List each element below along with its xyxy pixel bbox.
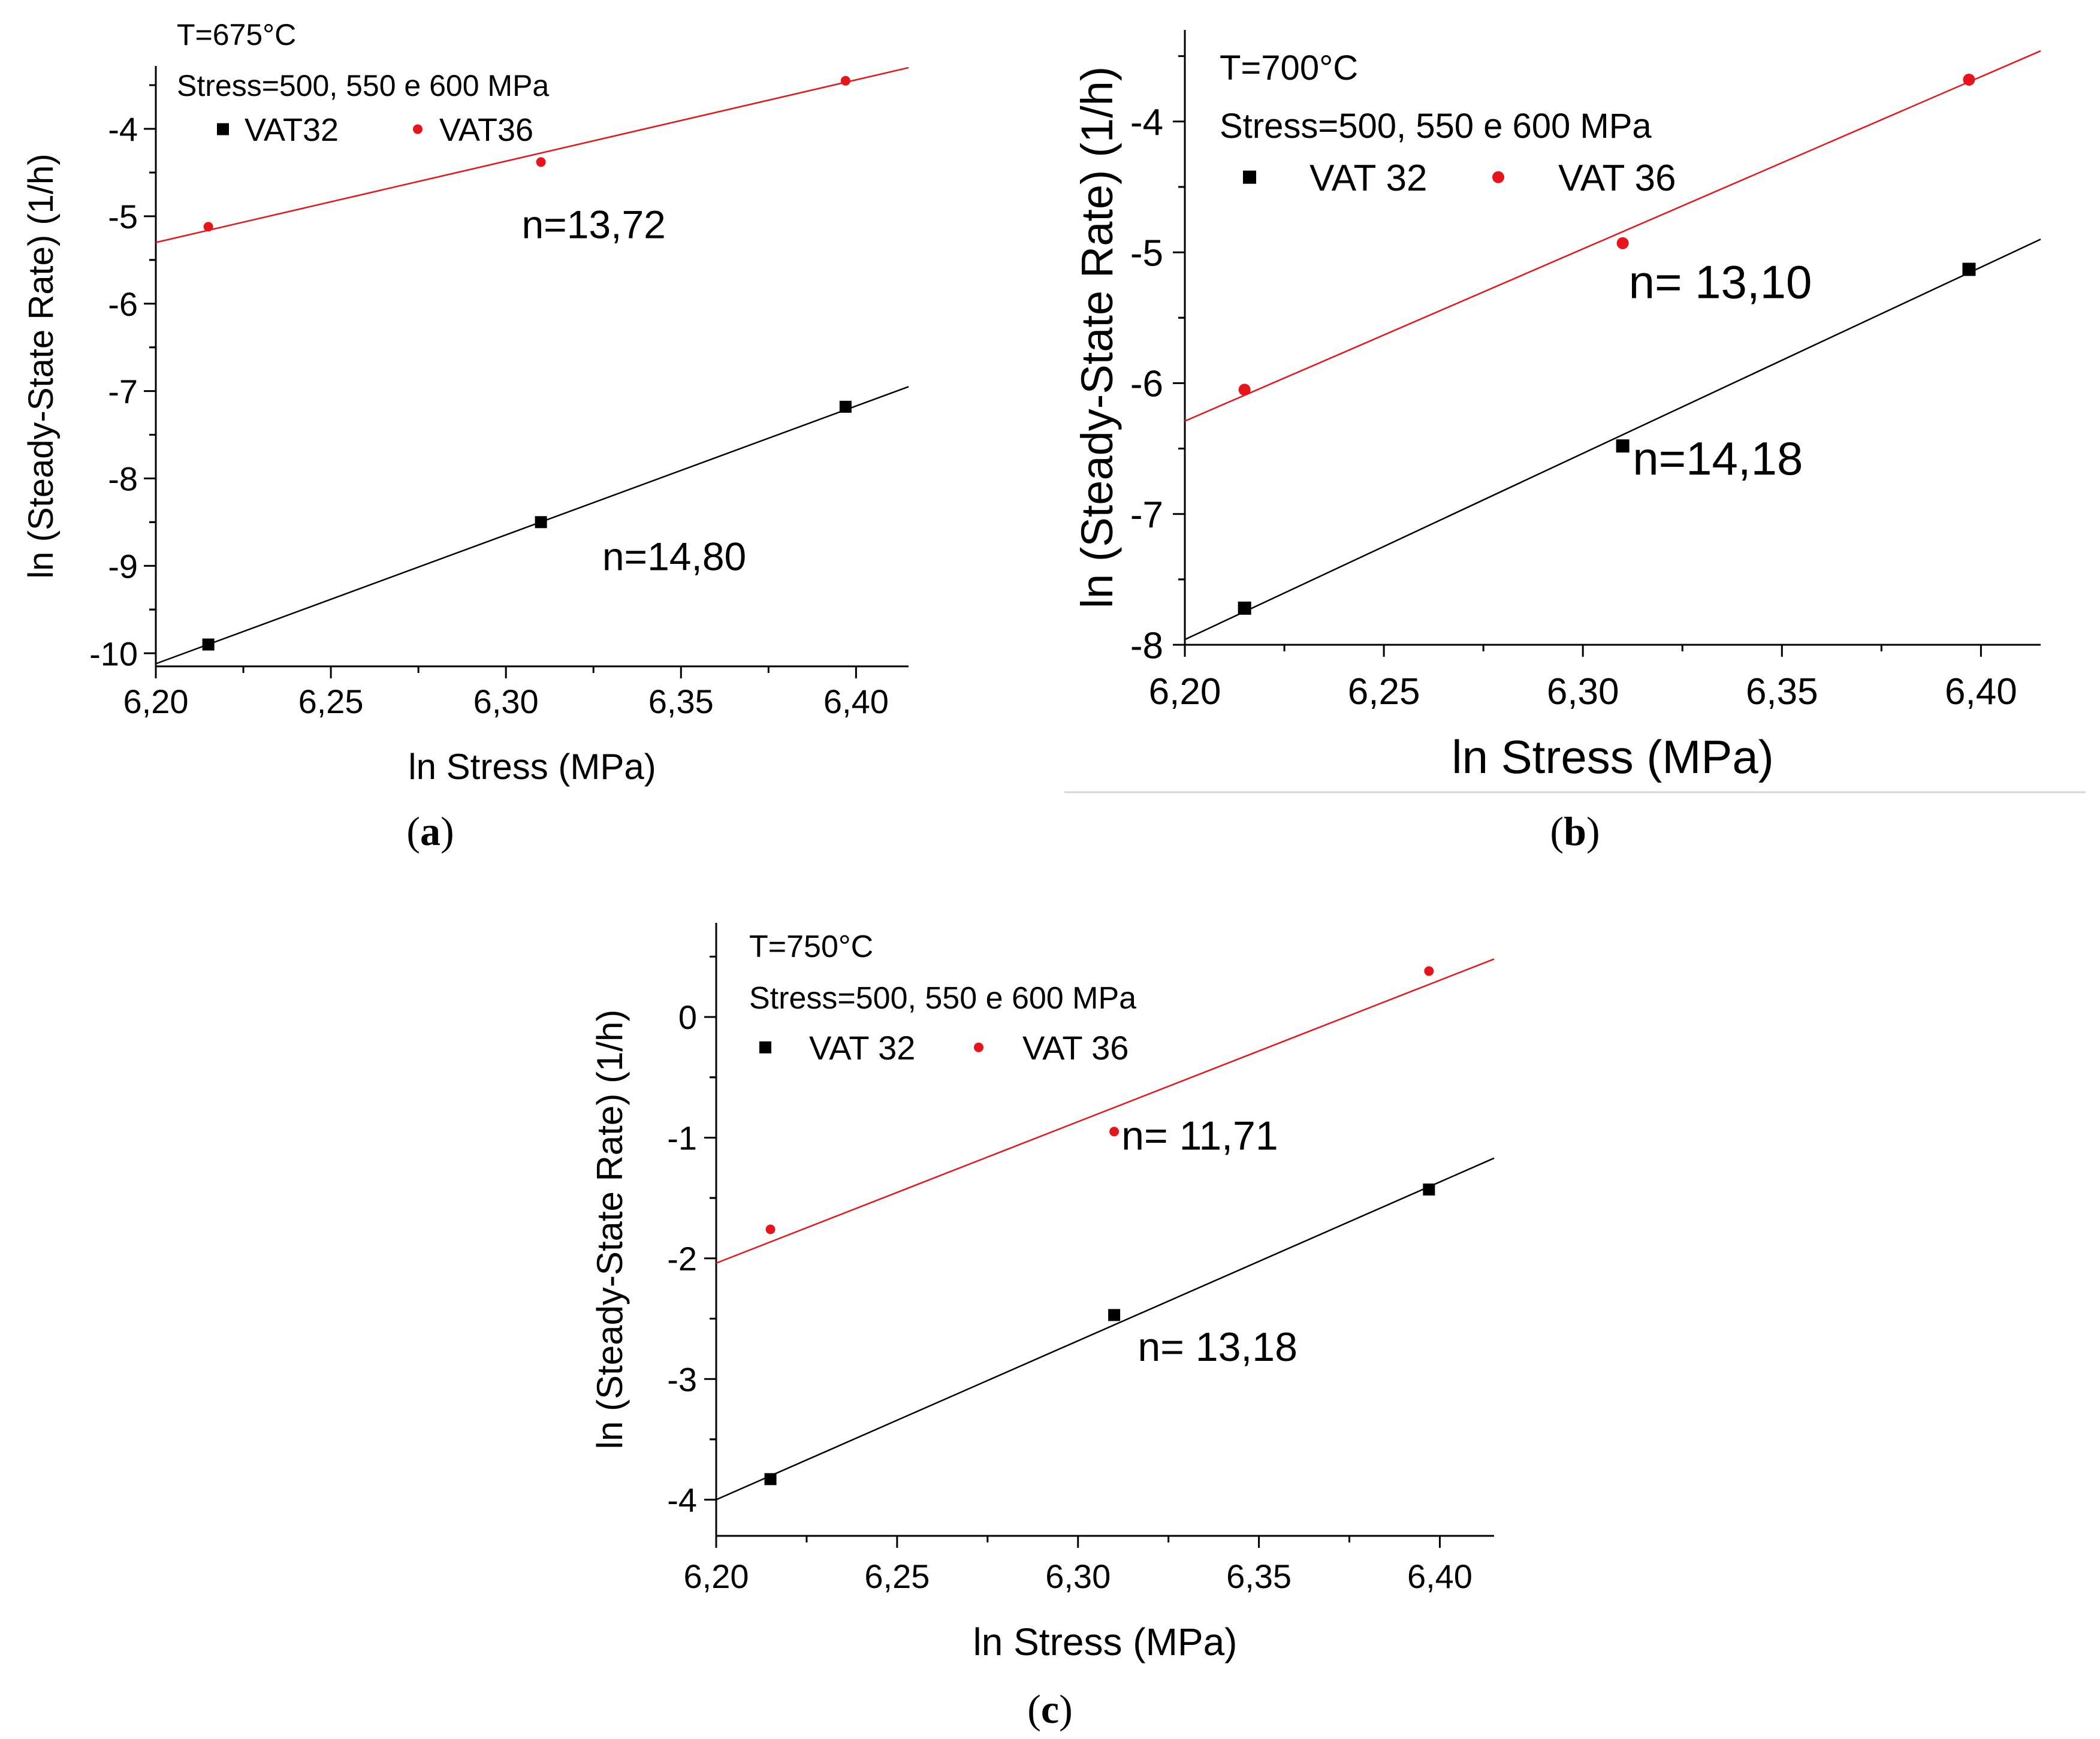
x-tick-label: 6,40 — [823, 683, 889, 720]
x-tick-label: 6,35 — [1226, 1557, 1292, 1595]
y-tick-label: -9 — [108, 547, 138, 585]
x-tick-label: 6,35 — [1746, 671, 1818, 712]
fit-line-vat32 — [155, 386, 909, 665]
legend-label: VAT 32 — [809, 1029, 915, 1067]
x-axis-label: ln Stress (MPa) — [1452, 730, 1773, 783]
data-point-circle — [1616, 237, 1629, 249]
y-tick-label: -1 — [667, 1119, 697, 1157]
data-point-circle — [765, 1224, 776, 1234]
x-tick-label: 6,20 — [123, 683, 189, 720]
data-point-circle — [1963, 73, 1975, 86]
y-tick-label: -6 — [1130, 364, 1163, 405]
caption-c: (c) — [1027, 1686, 1073, 1732]
legend-marker-square — [217, 123, 229, 135]
y-tick-label: -4 — [108, 110, 138, 148]
data-point-square — [764, 1473, 777, 1486]
slope-annotation: n=13,72 — [521, 202, 665, 246]
chart-title-line: Stress=500, 550 e 600 MPa — [1220, 107, 1652, 146]
chart-panel-a: 6,20 6,25 6,30 6,35 6,40 -10 -9 -8 -7 -6 -5 -4 ln St… — [22, 18, 909, 787]
data-point-square — [1616, 439, 1630, 453]
legend-label: VAT36 — [439, 112, 533, 148]
data-point-square — [839, 400, 852, 413]
y-axis-label: ln (Steady-State Rate) (1/h) — [1072, 67, 1122, 609]
y-axis-label: ln (Steady-State Rate) (1/h) — [22, 153, 61, 578]
legend-marker-square — [759, 1041, 771, 1053]
x-tick-label: 6,25 — [864, 1557, 930, 1595]
data-point-square — [535, 516, 547, 529]
fit-line-vat32 — [716, 1157, 1495, 1501]
chart-title-line: T=675°C — [177, 18, 296, 52]
x-tick-label: 6,30 — [1547, 671, 1619, 712]
x-tick-label: 6,35 — [648, 683, 714, 720]
caption-a: (a) — [406, 808, 454, 854]
x-tick-label: 6,25 — [298, 683, 364, 720]
data-point-square — [202, 638, 215, 651]
y-tick-label: -7 — [108, 373, 138, 410]
y-axis-label: ln (Steady-State Rate) (1/h) — [590, 1010, 630, 1450]
x-axis-label: ln Stress (MPa) — [973, 1620, 1238, 1663]
legend-label: VAT 36 — [1022, 1029, 1129, 1067]
data-point-circle — [536, 157, 546, 167]
x-tick-label: 6,30 — [1045, 1557, 1111, 1595]
data-point-circle — [203, 222, 213, 232]
data-point-circle — [1238, 384, 1251, 396]
legend-label: VAT32 — [245, 112, 339, 148]
caption-b: (b) — [1550, 808, 1600, 854]
x-tick-label: 6,20 — [1149, 671, 1221, 712]
slope-annotation: n=14,18 — [1633, 432, 1803, 485]
y-tick-label: -4 — [667, 1481, 697, 1519]
chart-panel-c: 6,20 6,25 6,30 6,35 6,40 -4 -3 -2 -1 0 ln Stress (… — [590, 923, 1495, 1663]
fit-line-vat36 — [716, 958, 1495, 1264]
x-tick-label: 6,40 — [1945, 671, 2017, 712]
y-tick-label: -3 — [667, 1360, 697, 1398]
data-point-circle — [840, 76, 850, 86]
legend-marker-circle — [1492, 171, 1504, 183]
legend-marker-square — [1243, 170, 1256, 184]
chart-title-line: Stress=500, 550 e 600 MPa — [749, 981, 1136, 1016]
y-tick-label: -2 — [667, 1240, 697, 1278]
y-tick-label: -10 — [89, 635, 138, 672]
x-tick-label: 6,40 — [1407, 1557, 1473, 1595]
y-tick-label: -5 — [108, 198, 138, 236]
y-tick-label: -6 — [108, 285, 138, 323]
slope-annotation: n= 13,10 — [1629, 256, 1812, 309]
data-point-square — [1108, 1309, 1121, 1321]
fit-line-vat36 — [1184, 50, 2041, 422]
legend-marker-circle — [974, 1042, 983, 1052]
y-tick-label: -8 — [1130, 625, 1163, 666]
chart-title-line: T=750°C — [749, 929, 873, 964]
data-point-square — [1423, 1184, 1435, 1196]
chart-panel-b: 6,20 6,25 6,30 6,35 6,40 -8 -7 -6 -5 -4 ln Stress … — [1072, 30, 2041, 783]
y-tick-label: -5 — [1130, 233, 1163, 274]
y-tick-label: -7 — [1130, 494, 1163, 536]
slope-annotation: n= 13,18 — [1138, 1324, 1298, 1370]
fit-line-vat32 — [1184, 238, 2041, 641]
x-tick-label: 6,20 — [684, 1557, 749, 1595]
data-point-square — [1238, 601, 1251, 615]
legend-label: VAT 32 — [1310, 158, 1427, 199]
x-tick-label: 6,25 — [1348, 671, 1420, 712]
data-point-circle — [1109, 1127, 1120, 1137]
y-tick-label: -4 — [1130, 102, 1163, 143]
y-tick-label: 0 — [678, 998, 697, 1036]
data-point-circle — [1424, 966, 1434, 976]
x-tick-label: 6,30 — [473, 683, 539, 720]
slope-annotation: n= 11,71 — [1121, 1113, 1278, 1159]
y-tick-label: -8 — [108, 460, 138, 498]
fit-line-vat36 — [155, 67, 909, 243]
data-point-square — [1962, 262, 1976, 276]
slope-annotation: n=14,80 — [602, 535, 746, 579]
legend-marker-circle — [413, 124, 423, 134]
chart-title-line: Stress=500, 550 e 600 MPa — [177, 69, 549, 102]
x-axis-label: ln Stress (MPa) — [408, 747, 656, 787]
legend-label: VAT 36 — [1558, 158, 1676, 199]
chart-title-line: T=700°C — [1220, 49, 1358, 87]
